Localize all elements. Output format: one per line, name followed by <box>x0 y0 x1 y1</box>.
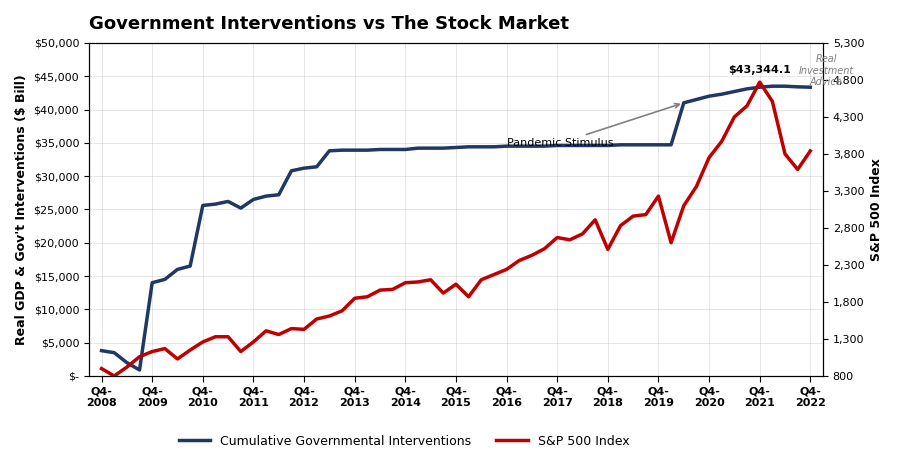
Cumulative Governmental Interventions <box>134 367 145 373</box>
Cumulative Governmental Interventions <box>299 166 310 171</box>
Cumulative Governmental Interventions <box>96 348 107 353</box>
Cumulative Governmental Interventions <box>146 280 157 285</box>
Cumulative Governmental Interventions <box>121 360 132 365</box>
S&P 500 Index <box>603 247 613 252</box>
Line: S&P 500 Index: S&P 500 Index <box>101 82 810 376</box>
S&P 500 Index <box>146 349 157 354</box>
Legend: Cumulative Governmental Interventions, S&P 500 Index: Cumulative Governmental Interventions, S… <box>174 430 634 450</box>
Y-axis label: S&P 500 Index: S&P 500 Index <box>870 158 883 261</box>
Text: Real
Investment
Advice: Real Investment Advice <box>798 54 854 87</box>
Text: Government Interventions vs The Stock Market: Government Interventions vs The Stock Ma… <box>89 15 569 33</box>
S&P 500 Index <box>299 327 310 332</box>
Cumulative Governmental Interventions <box>767 84 778 89</box>
S&P 500 Index <box>134 354 145 360</box>
S&P 500 Index <box>109 374 119 379</box>
Cumulative Governmental Interventions <box>590 143 601 148</box>
Cumulative Governmental Interventions <box>805 85 815 90</box>
Text: $43,344.1: $43,344.1 <box>728 65 791 75</box>
S&P 500 Index <box>412 279 423 285</box>
Cumulative Governmental Interventions <box>412 145 423 151</box>
Line: Cumulative Governmental Interventions: Cumulative Governmental Interventions <box>101 86 810 370</box>
S&P 500 Index <box>754 79 765 85</box>
Text: Pandemic Stimulus: Pandemic Stimulus <box>506 104 680 148</box>
S&P 500 Index <box>805 148 815 153</box>
Y-axis label: Real GDP & Gov't Interventions ($ Bill): Real GDP & Gov't Interventions ($ Bill) <box>15 74 28 345</box>
S&P 500 Index <box>96 366 107 371</box>
S&P 500 Index <box>590 217 601 222</box>
Cumulative Governmental Interventions <box>603 143 613 148</box>
